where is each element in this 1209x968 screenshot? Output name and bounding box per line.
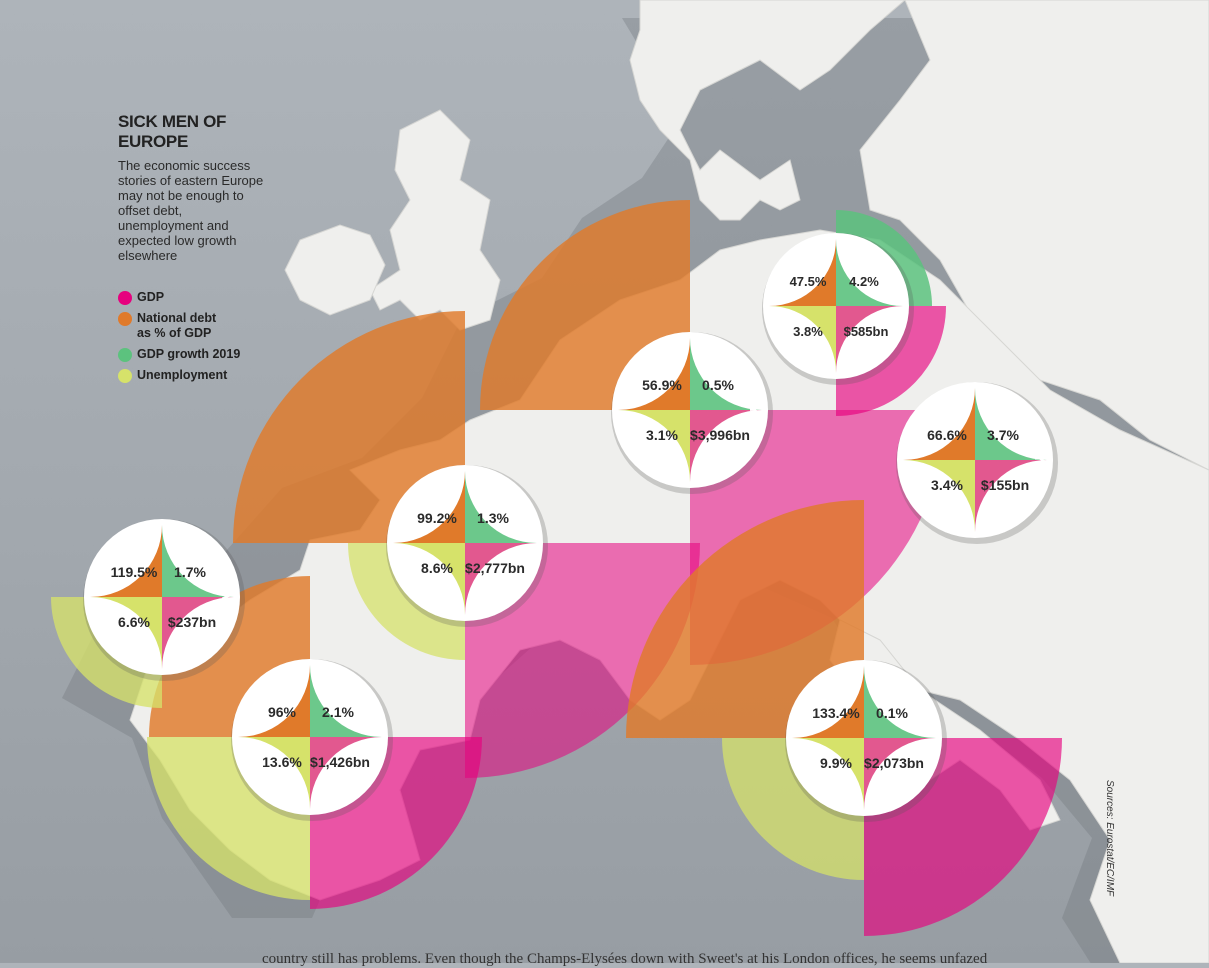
germany-debt-value: 56.9% bbox=[642, 377, 682, 393]
germany-growth-quadrant bbox=[690, 338, 762, 410]
poland-growth-value: 4.2% bbox=[849, 274, 879, 289]
legend-swatch bbox=[118, 312, 132, 326]
spain-gdp-value: $1,426bn bbox=[310, 754, 370, 770]
poland-debt-quadrant bbox=[769, 239, 836, 306]
poland-unemployment-quadrant bbox=[769, 306, 836, 373]
portugal-unemployment-value: 6.6% bbox=[118, 614, 150, 630]
italy-gdp-value: $2,073bn bbox=[864, 755, 924, 771]
italy-growth-quadrant bbox=[864, 666, 936, 738]
legend-label: GDP bbox=[137, 290, 165, 304]
great-britain bbox=[369, 109, 501, 331]
legend-label: National debt as % of GDP bbox=[137, 311, 217, 340]
legend-label: Unemployment bbox=[137, 368, 228, 382]
portugal-gdp-value: $237bn bbox=[168, 614, 216, 630]
italy-debt-wedge bbox=[626, 500, 864, 738]
portugal-debt-value: 119.5% bbox=[111, 564, 158, 580]
hungary-unemployment-quadrant bbox=[903, 460, 975, 532]
poland-unemployment-value: 3.8% bbox=[793, 324, 823, 339]
portugal-unemployment-quadrant bbox=[90, 597, 162, 669]
germany-unemployment-value: 3.1% bbox=[646, 427, 678, 443]
portugal-growth-quadrant bbox=[162, 525, 234, 597]
france-unemployment-value: 8.6% bbox=[421, 560, 453, 576]
hungary-growth-quadrant bbox=[975, 388, 1047, 460]
legend-label: GDP growth 2019 bbox=[137, 347, 241, 361]
spain-unemployment-quadrant bbox=[238, 737, 310, 809]
italy-gdp-quadrant bbox=[864, 738, 936, 810]
spain-unemployment-value: 13.6% bbox=[262, 754, 302, 770]
france-debt-wedge bbox=[233, 311, 465, 543]
italy-unemployment-quadrant bbox=[792, 738, 864, 810]
hungary-growth-value: 3.7% bbox=[987, 427, 1019, 443]
legend-swatch bbox=[118, 291, 132, 305]
germany-gdp-value: $3,996bn bbox=[690, 427, 750, 443]
france-unemployment-quadrant bbox=[393, 543, 465, 615]
article-text-fragment: country still has problems. Even though … bbox=[262, 951, 988, 967]
legend-swatch bbox=[118, 348, 132, 362]
legend-item: National debt as % of GDP bbox=[118, 311, 240, 341]
germany-debt-quadrant bbox=[618, 338, 690, 410]
spain-growth-quadrant bbox=[310, 665, 382, 737]
chart-title: SICK MEN OF EUROPE bbox=[118, 112, 227, 151]
france-gdp-wedge bbox=[465, 543, 700, 778]
germany-gdp-quadrant bbox=[690, 410, 762, 482]
title-block: SICK MEN OF EUROPE The economic success … bbox=[118, 112, 268, 263]
ireland bbox=[284, 224, 386, 316]
france-gdp-value: $2,777bn bbox=[465, 560, 525, 576]
italy-unemployment-value: 9.9% bbox=[820, 755, 852, 771]
legend-item: GDP bbox=[118, 290, 240, 305]
italy-debt-value: 133.4% bbox=[812, 705, 860, 721]
hungary-debt-value: 66.6% bbox=[927, 427, 967, 443]
scandinavia bbox=[629, 0, 906, 221]
italy-growth-value: 0.1% bbox=[876, 705, 908, 721]
spain-gdp-quadrant bbox=[310, 737, 382, 809]
portugal-gdp-quadrant bbox=[162, 597, 234, 669]
germany-unemployment-quadrant bbox=[618, 410, 690, 482]
source-note: Sources: Eurostat/EC/IMF bbox=[1104, 780, 1115, 897]
legend: GDP National debt as % of GDP GDP growth 2… bbox=[118, 290, 240, 389]
germany-growth-value: 0.5% bbox=[702, 377, 734, 393]
portugal-debt-quadrant bbox=[90, 525, 162, 597]
chart-subtitle: The economic success stories of eastern … bbox=[118, 158, 264, 263]
hungary-debt-quadrant bbox=[903, 388, 975, 460]
france-debt-quadrant bbox=[393, 471, 465, 543]
legend-item: GDP growth 2019 bbox=[118, 347, 240, 362]
spain-debt-value: 96% bbox=[268, 704, 297, 720]
legend-swatch bbox=[118, 369, 132, 383]
finland-russia bbox=[859, 0, 1209, 471]
poland-growth-quadrant bbox=[836, 239, 903, 306]
poland-debt-value: 47.5% bbox=[790, 274, 827, 289]
hungary-gdp-quadrant bbox=[975, 460, 1047, 532]
hungary-gdp-value: $155bn bbox=[981, 477, 1029, 493]
poland-gdp-quadrant bbox=[836, 306, 903, 373]
portugal-growth-value: 1.7% bbox=[174, 564, 206, 580]
hungary-unemployment-value: 3.4% bbox=[931, 477, 963, 493]
legend-item: Unemployment bbox=[118, 368, 240, 383]
france-debt-value: 99.2% bbox=[417, 510, 457, 526]
spain-growth-value: 2.1% bbox=[322, 704, 354, 720]
france-gdp-quadrant bbox=[465, 543, 537, 615]
france-growth-value: 1.3% bbox=[477, 510, 509, 526]
poland-gdp-value: $585bn bbox=[844, 324, 889, 339]
france-growth-quadrant bbox=[465, 471, 537, 543]
spain-debt-quadrant bbox=[238, 665, 310, 737]
italy-debt-quadrant bbox=[792, 666, 864, 738]
